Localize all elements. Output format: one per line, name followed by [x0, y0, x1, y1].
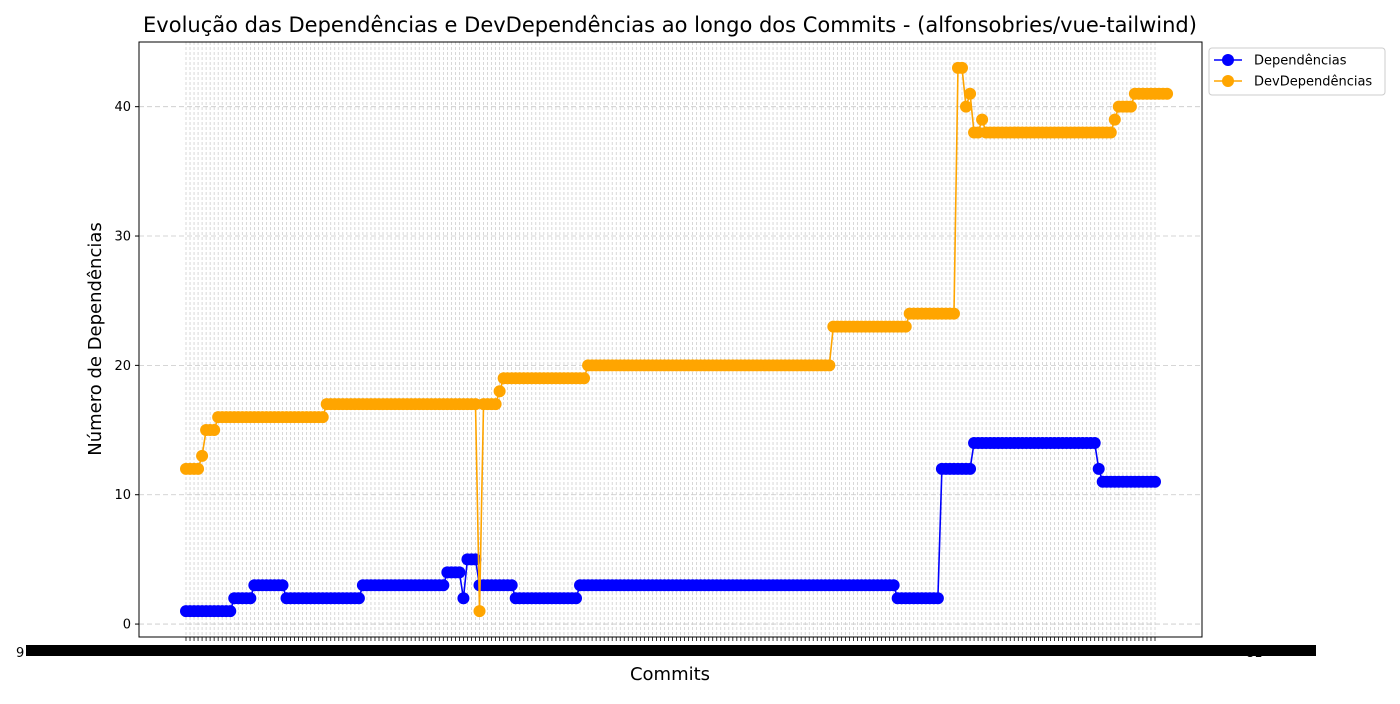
- data-point: [1088, 436, 1101, 449]
- data-point: [899, 320, 912, 333]
- x-gridlines: [185, 42, 1156, 637]
- data-point: [1108, 113, 1121, 126]
- data-point: [208, 424, 221, 437]
- data-point: [960, 100, 973, 113]
- data-point: [570, 592, 583, 605]
- data-point: [316, 411, 329, 424]
- data-point: [931, 592, 944, 605]
- data-point: [224, 605, 237, 618]
- legend-box: [1208, 47, 1386, 96]
- series-layer: [180, 61, 1174, 618]
- data-point: [453, 566, 466, 579]
- data-point: [489, 398, 502, 411]
- series-2: [180, 61, 1174, 618]
- data-point: [473, 605, 486, 618]
- data-point: [352, 592, 365, 605]
- data-point: [192, 462, 205, 475]
- chart-title: Evolução das Dependências e DevDependênc…: [143, 13, 1197, 37]
- data-point: [1161, 87, 1174, 100]
- y-tick-label: 10: [114, 488, 131, 503]
- plot-area: [139, 42, 1202, 637]
- data-point: [964, 462, 977, 475]
- x-tick-labels-overlap: [26, 645, 1316, 656]
- data-point: [1092, 462, 1105, 475]
- plot-frame: [138, 41, 1203, 638]
- data-point: [276, 579, 289, 592]
- data-point: [947, 307, 960, 320]
- legend: Dependências DevDependências: [1208, 47, 1386, 96]
- y-tick-label: 40: [114, 100, 131, 115]
- data-point: [956, 61, 968, 74]
- legend-marker: [1222, 54, 1234, 66]
- data-point: [964, 87, 977, 100]
- data-point: [887, 579, 900, 592]
- legend-label: Dependências: [1254, 54, 1347, 69]
- data-point: [505, 579, 518, 592]
- data-point: [976, 113, 989, 126]
- y-gridlines: [139, 106, 1202, 625]
- data-point: [493, 385, 506, 398]
- data-point: [823, 359, 836, 372]
- y-axis: 0 10 20 30 40: [114, 100, 139, 633]
- y-tick-label: 0: [123, 618, 131, 633]
- x-tick-label-first: 9: [16, 646, 24, 661]
- data-point: [1149, 475, 1161, 488]
- x-tick-label-last: 81: [1246, 646, 1263, 661]
- data-point: [578, 372, 591, 385]
- data-point: [1124, 100, 1137, 113]
- series-1: [180, 436, 1161, 618]
- x-axis-label: Commits: [630, 664, 710, 685]
- y-tick-label: 20: [114, 359, 131, 374]
- y-axis-label: Número de Dependências: [85, 222, 106, 456]
- data-point: [244, 592, 257, 605]
- data-point: [196, 449, 209, 462]
- data-point: [1104, 126, 1117, 139]
- data-point: [457, 592, 470, 605]
- data-point: [437, 579, 450, 592]
- y-tick-label: 30: [114, 230, 131, 245]
- legend-marker: [1222, 75, 1234, 87]
- x-axis: [26, 637, 1316, 656]
- legend-label: DevDependências: [1254, 75, 1372, 90]
